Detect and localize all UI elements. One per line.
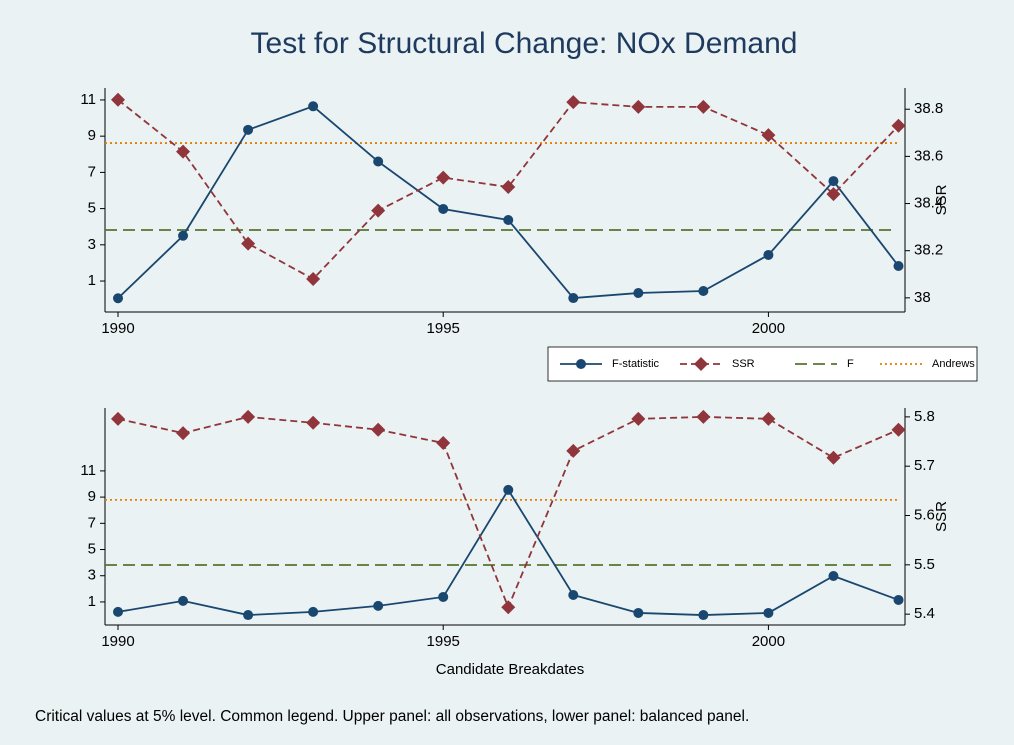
- point-marker: [176, 426, 191, 441]
- point-marker: [243, 124, 254, 135]
- x-tick-label: 2000: [752, 633, 785, 650]
- y-tick-label: 9: [88, 488, 96, 505]
- point-marker: [178, 595, 189, 606]
- x-tick-label: 1995: [427, 633, 460, 650]
- y2-tick-label: 5.4: [914, 605, 935, 622]
- point-marker: [178, 230, 189, 241]
- point-marker: [308, 606, 319, 617]
- point-marker: [568, 293, 579, 304]
- point-marker: [438, 203, 449, 214]
- y-tick-label: 9: [88, 127, 96, 144]
- y2-tick-label: 5.8: [914, 408, 935, 425]
- point-marker: [633, 287, 644, 298]
- point-marker: [698, 285, 709, 296]
- point-marker: [566, 95, 581, 110]
- point-marker: [763, 607, 774, 618]
- point-marker: [568, 589, 579, 600]
- y-tick-label: 3: [88, 567, 96, 584]
- y2-axis-title: SSR: [933, 501, 950, 532]
- point-marker: [241, 236, 256, 251]
- y2-tick-label: 38.4: [914, 195, 943, 212]
- point-marker: [696, 409, 711, 424]
- y-tick-label: 5: [88, 540, 96, 557]
- x-tick-label: 1995: [427, 320, 460, 337]
- y2-tick-label: 38.2: [914, 242, 943, 259]
- point-marker: [438, 591, 449, 602]
- y2-axis-title: SSR: [933, 184, 950, 215]
- legend-label: Andrews: [932, 358, 975, 370]
- x-axis-title: Candidate Breakdates: [436, 661, 584, 678]
- point-marker: [371, 203, 386, 218]
- point-marker: [371, 422, 386, 437]
- legend-label: F-statistic: [612, 358, 660, 370]
- point-marker: [306, 415, 321, 430]
- legend-label: SSR: [732, 358, 755, 370]
- point-marker: [566, 443, 581, 458]
- point-marker: [503, 215, 514, 226]
- point-marker: [698, 610, 709, 621]
- point-marker: [241, 409, 256, 424]
- point-marker: [826, 187, 841, 202]
- point-marker: [503, 484, 514, 495]
- y2-tick-label: 38: [914, 289, 931, 306]
- y-tick-label: 3: [88, 236, 96, 253]
- y-tick-label: 11: [80, 462, 96, 479]
- point-marker: [761, 411, 776, 426]
- point-marker: [828, 570, 839, 581]
- point-marker: [826, 450, 841, 465]
- point-marker: [113, 606, 124, 617]
- point-marker: [113, 293, 124, 304]
- point-marker: [891, 422, 906, 437]
- point-marker: [631, 99, 646, 114]
- y-tick-label: 5: [88, 200, 96, 217]
- y2-tick-label: 5.7: [914, 457, 935, 474]
- legend-box: [547, 346, 978, 382]
- y-tick-label: 11: [80, 91, 96, 108]
- chart-title: Test for Structural Change: NOx Demand: [251, 27, 798, 60]
- x-tick-label: 1990: [101, 320, 134, 337]
- point-marker: [891, 118, 906, 133]
- point-marker: [501, 600, 516, 615]
- point-marker: [501, 180, 516, 195]
- point-marker: [111, 411, 126, 426]
- y-tick-label: 1: [88, 593, 96, 610]
- y2-tick-label: 38.8: [914, 100, 943, 117]
- y-tick-label: 7: [88, 514, 96, 531]
- y2-tick-label: 5.5: [914, 556, 935, 573]
- point-marker: [111, 92, 126, 107]
- note: Critical values at 5% level. Common lege…: [35, 708, 749, 725]
- point-marker: [763, 249, 774, 260]
- point-marker: [761, 128, 776, 143]
- x-tick-label: 2000: [752, 320, 785, 337]
- x-tick-label: 1990: [101, 633, 134, 650]
- y-tick-label: 1: [88, 272, 96, 289]
- legend-label: F: [847, 358, 854, 370]
- point-marker: [436, 436, 451, 451]
- y-tick-label: 7: [88, 163, 96, 180]
- point-marker: [893, 594, 904, 605]
- y2-tick-label: 5.6: [914, 506, 935, 523]
- legend-marker: [694, 357, 708, 371]
- legend-marker: [576, 359, 586, 369]
- y2-tick-label: 38.6: [914, 147, 943, 164]
- point-marker: [436, 170, 451, 185]
- point-marker: [308, 101, 319, 112]
- point-marker: [176, 144, 191, 159]
- point-marker: [631, 411, 646, 426]
- point-marker: [633, 607, 644, 618]
- point-marker: [373, 600, 384, 611]
- point-marker: [306, 271, 321, 286]
- point-marker: [828, 176, 839, 187]
- point-marker: [243, 610, 254, 621]
- point-marker: [893, 261, 904, 272]
- point-marker: [373, 156, 384, 167]
- point-marker: [696, 99, 711, 114]
